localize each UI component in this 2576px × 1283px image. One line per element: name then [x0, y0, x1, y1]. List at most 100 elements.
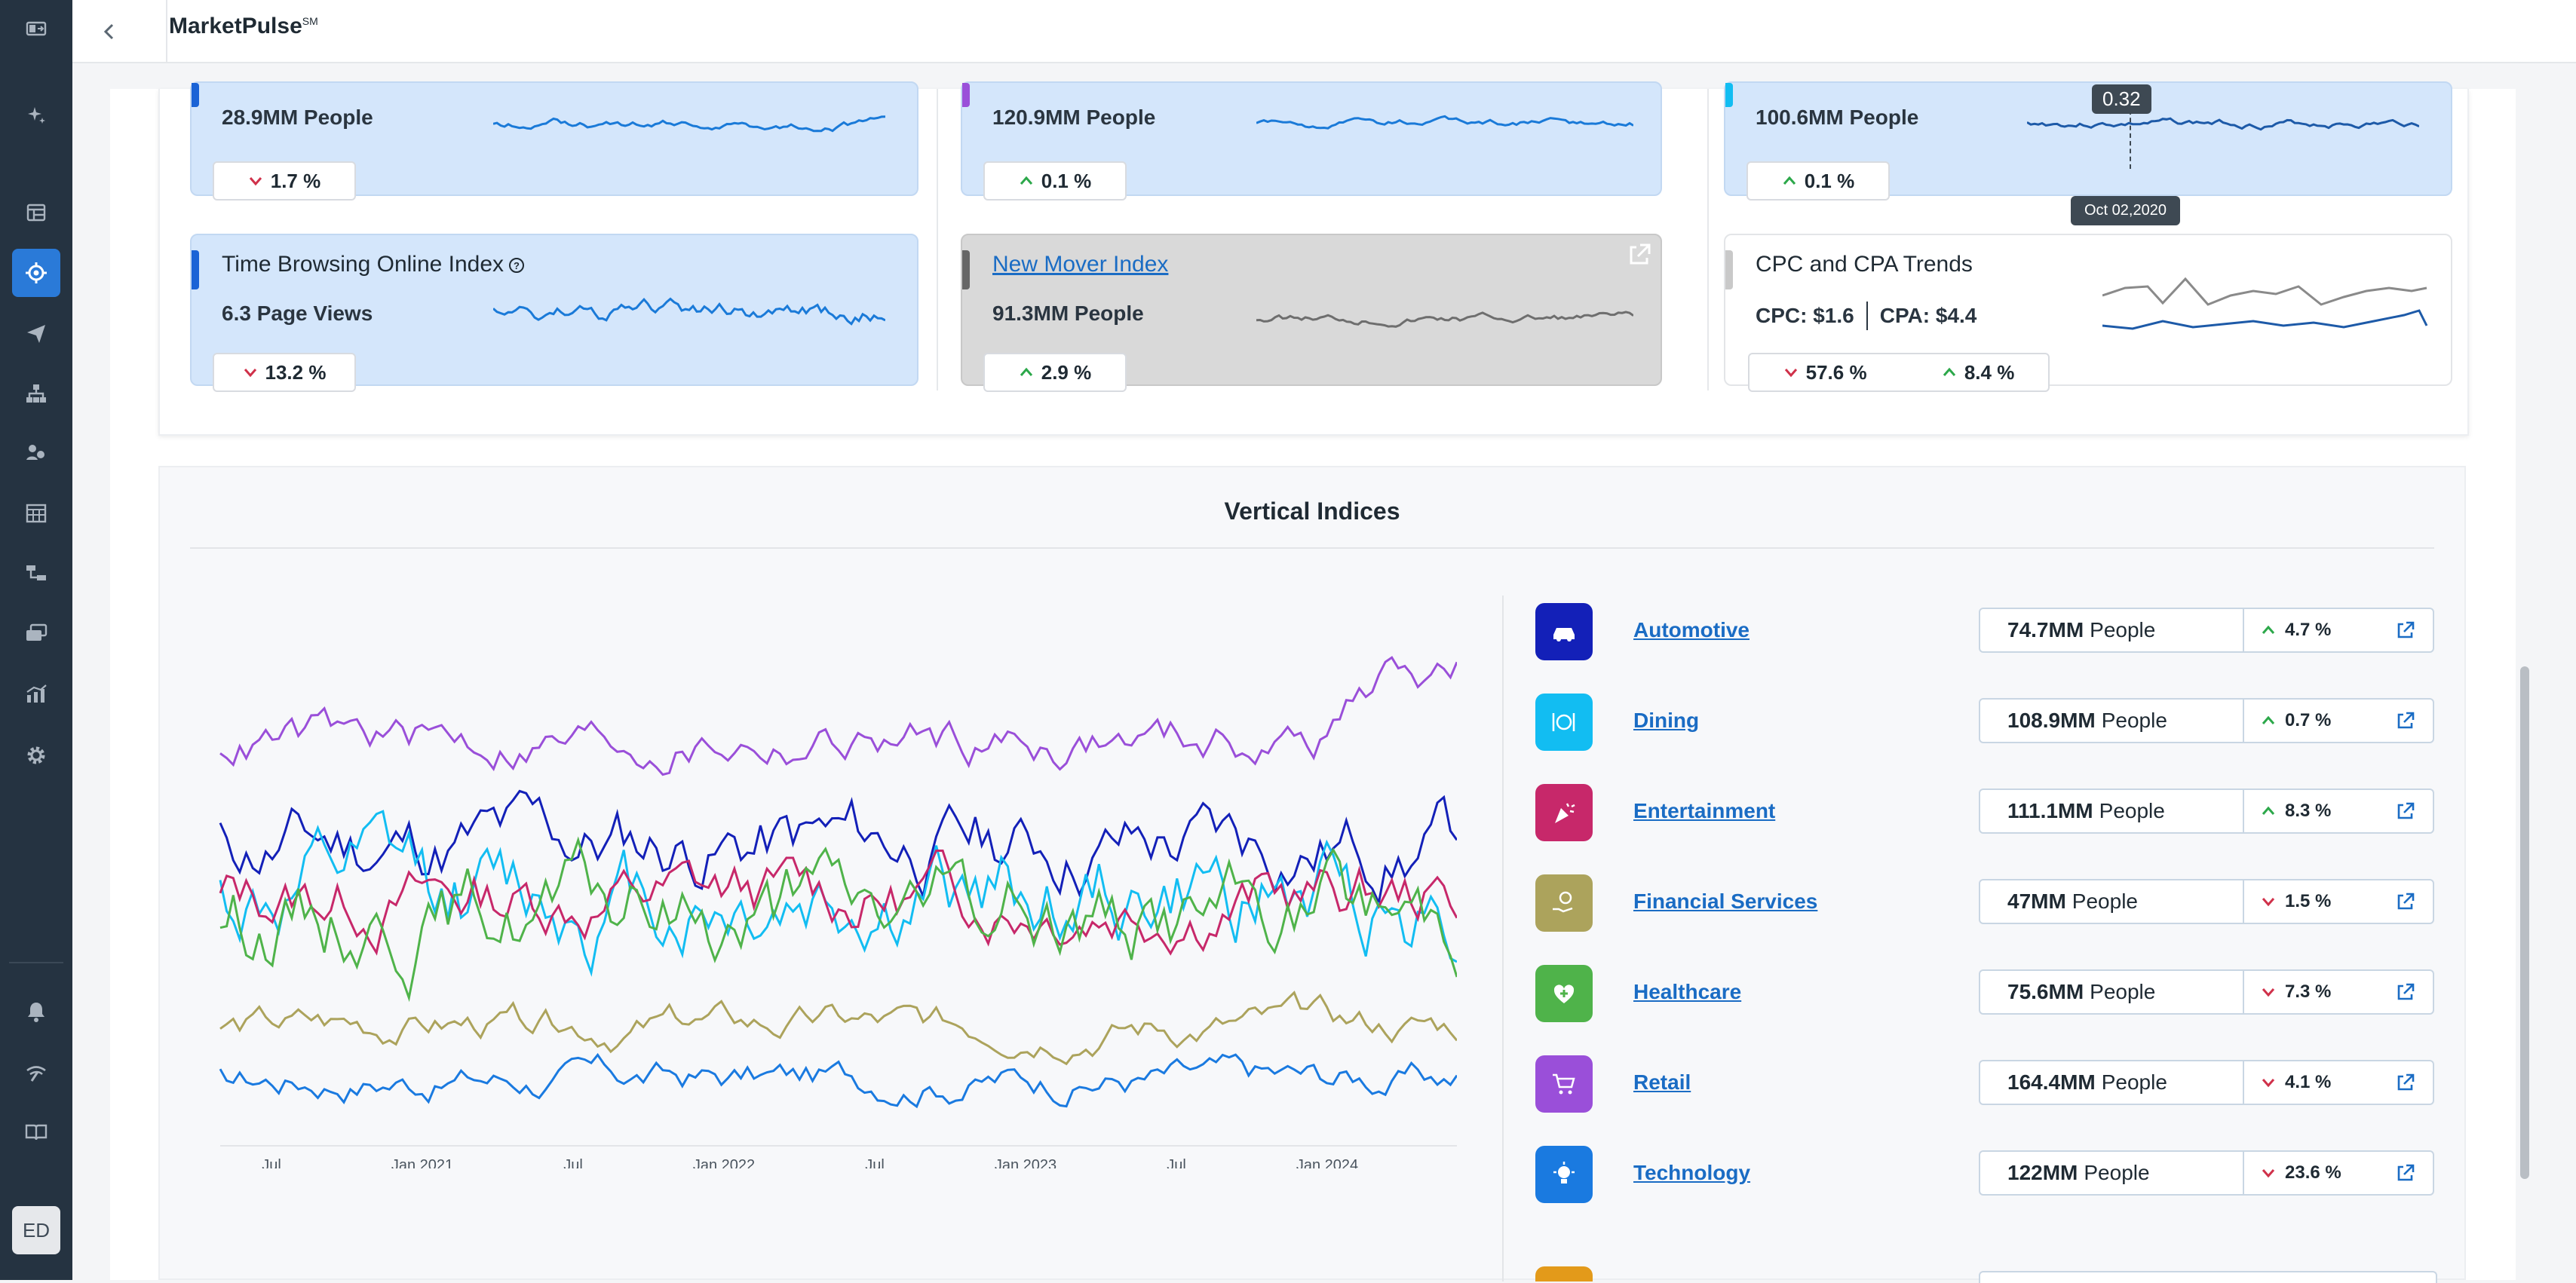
vertical-index-value: 164.4MM People — [1979, 1060, 2244, 1105]
vertical-index-link[interactable]: Automotive — [1633, 618, 1750, 642]
vertical-index-link[interactable]: Financial Services — [1633, 890, 1818, 913]
card-value: 120.9MM People — [992, 106, 1156, 129]
settings-icon[interactable] — [18, 737, 54, 773]
cpc-separator — [1866, 302, 1868, 330]
external-link-icon[interactable] — [2395, 620, 2416, 646]
topbar-divider — [166, 0, 167, 62]
change-value: 2.9 % — [1041, 360, 1092, 384]
value-number: 164.4MM — [2007, 1070, 2096, 1094]
vertical-index-change: 4.7 % — [2243, 608, 2434, 653]
series-line-financial-services — [219, 991, 1457, 1066]
vertical-index-link[interactable]: Technology — [1633, 1161, 1751, 1184]
index-card[interactable]: Time Browsing Online Index? 6.3 Page Vie… — [190, 234, 918, 392]
external-link-icon[interactable] — [2395, 981, 2416, 1008]
flow-icon[interactable] — [18, 555, 54, 591]
vertical-index-change: 1.5 % — [2243, 879, 2434, 924]
sparkline — [1256, 311, 1633, 328]
value-unit: People — [2101, 709, 2167, 732]
x-tick-label: Jul — [563, 1157, 583, 1168]
external-link-icon[interactable] — [2395, 801, 2416, 827]
vertical-index-value: 108.9MM People — [1979, 698, 2244, 743]
change-badge: 2.9 % — [983, 353, 1127, 392]
help-icon[interactable]: ? — [508, 257, 525, 274]
app-title-text: MarketPulse — [169, 14, 302, 38]
vertical-index-value: 47MM People — [1979, 879, 2244, 924]
index-card[interactable]: 28.9MM People 1.7 % — [190, 81, 918, 201]
analytics-icon[interactable] — [18, 675, 54, 712]
card-value: 91.3MM People — [992, 302, 1144, 325]
index-card[interactable]: CPC and CPA Trends CPC: $1.6 CPA: $4.4 57… — [1724, 234, 2452, 392]
card-accent — [1725, 83, 1733, 107]
audience-icon[interactable] — [18, 434, 54, 470]
card-accent — [192, 83, 199, 107]
series-line-healthcare — [219, 836, 1457, 1003]
vertical-index-link[interactable]: Retail — [1633, 1070, 1691, 1094]
target-icon[interactable] — [12, 249, 60, 297]
index-card[interactable]: New Mover Index 91.3MM People 2.9 % — [961, 234, 1662, 392]
expand-sidebar-icon[interactable] — [18, 11, 54, 47]
vertical-index-link[interactable]: Dining — [1633, 709, 1700, 732]
vertical-indices-chart[interactable]: Jul Jan 2021 Jul Jan 2022 Jul Jan 2023 Jul Jan … — [205, 596, 1457, 1168]
scrollbar-thumb[interactable] — [2520, 666, 2529, 1179]
index-card[interactable]: 100.6MM People 0.1 % — [1724, 81, 2452, 201]
avatar[interactable]: ED — [12, 1206, 60, 1254]
vertical-index-row: Entertainment 111.1MM People 8.3 % — [1535, 784, 2440, 841]
dashboard-icon[interactable] — [18, 194, 54, 231]
arrow-down-icon — [2261, 1072, 2276, 1093]
card-accent — [962, 250, 970, 289]
arrow-up-icon — [1942, 367, 1957, 378]
external-link-icon[interactable] — [2395, 1072, 2416, 1098]
tooltip-guide-line — [2130, 110, 2131, 169]
x-tick-label: Jan 2024 — [1296, 1157, 1358, 1168]
hierarchy-icon[interactable] — [18, 375, 54, 412]
external-link-icon[interactable] — [2395, 1162, 2416, 1189]
series-line-retail — [219, 656, 1457, 776]
signal-icon[interactable] — [18, 1054, 54, 1090]
next-row-icon-partial — [1535, 1266, 1593, 1281]
arrow-up-icon — [1782, 176, 1797, 186]
dining-icon — [1535, 694, 1593, 751]
bell-icon[interactable] — [18, 994, 54, 1030]
send-icon[interactable] — [18, 315, 54, 351]
vertical-indices-panel: Vertical Indices Jul Jan 2021 Jul Jan 2022 J… — [158, 466, 2466, 1283]
arrow-down-icon — [2261, 891, 2276, 912]
card-title-text: Time Browsing Online Index — [222, 252, 504, 277]
change-badge: 1.7 % — [213, 161, 356, 201]
cpa-value: CPA: $4.4 — [1879, 304, 1977, 327]
sparkline — [493, 297, 885, 326]
change-value: 13.2 % — [265, 360, 327, 384]
vertical-divider — [1502, 596, 1504, 1281]
vertical-index-value: 74.7MM People — [1979, 608, 2244, 653]
cards-icon[interactable] — [18, 615, 54, 651]
vertical-index-change: 4.1 % — [2243, 1060, 2434, 1105]
calendar-icon[interactable] — [18, 495, 54, 531]
column-divider — [1707, 89, 1709, 390]
vertical-index-change: 0.7 % — [2243, 698, 2434, 743]
external-link-icon[interactable] — [1626, 241, 1653, 272]
vertical-index-link[interactable]: Entertainment — [1633, 799, 1776, 822]
top-bar: MarketPulseSM — [72, 0, 2576, 63]
change-value: 1.7 % — [270, 169, 321, 192]
arrow-up-icon — [1019, 367, 1034, 378]
card-title: Time Browsing Online Index? — [222, 252, 525, 277]
external-link-icon[interactable] — [2395, 891, 2416, 917]
sparkle-icon[interactable] — [18, 96, 54, 133]
section-title: Vertical Indices — [1224, 498, 1400, 525]
vertical-index-link[interactable]: Healthcare — [1633, 980, 1742, 1003]
cpc-value: CPC: $1.6 — [1756, 304, 1854, 327]
party-icon — [1535, 784, 1593, 841]
value-number: 108.9MM — [2007, 709, 2096, 732]
arrow-down-icon — [1783, 367, 1799, 378]
book-icon[interactable] — [18, 1114, 54, 1150]
vertical-index-value: 122MM People — [1979, 1150, 2244, 1196]
index-card[interactable]: 120.9MM People 0.1 % — [961, 81, 1662, 201]
arrow-down-icon — [2261, 1162, 2276, 1183]
card-value: 100.6MM People — [1756, 106, 1919, 129]
value-unit: People — [2072, 890, 2138, 913]
new-mover-index-link[interactable]: New Mover Index — [992, 252, 1169, 277]
back-button[interactable] — [87, 9, 133, 54]
vertical-index-change: 23.6 % — [2243, 1150, 2434, 1196]
vertical-index-row: Retail 164.4MM People 4.1 % — [1535, 1055, 2440, 1113]
external-link-icon[interactable] — [2395, 710, 2416, 736]
x-tick-label: Jan 2023 — [995, 1157, 1056, 1168]
